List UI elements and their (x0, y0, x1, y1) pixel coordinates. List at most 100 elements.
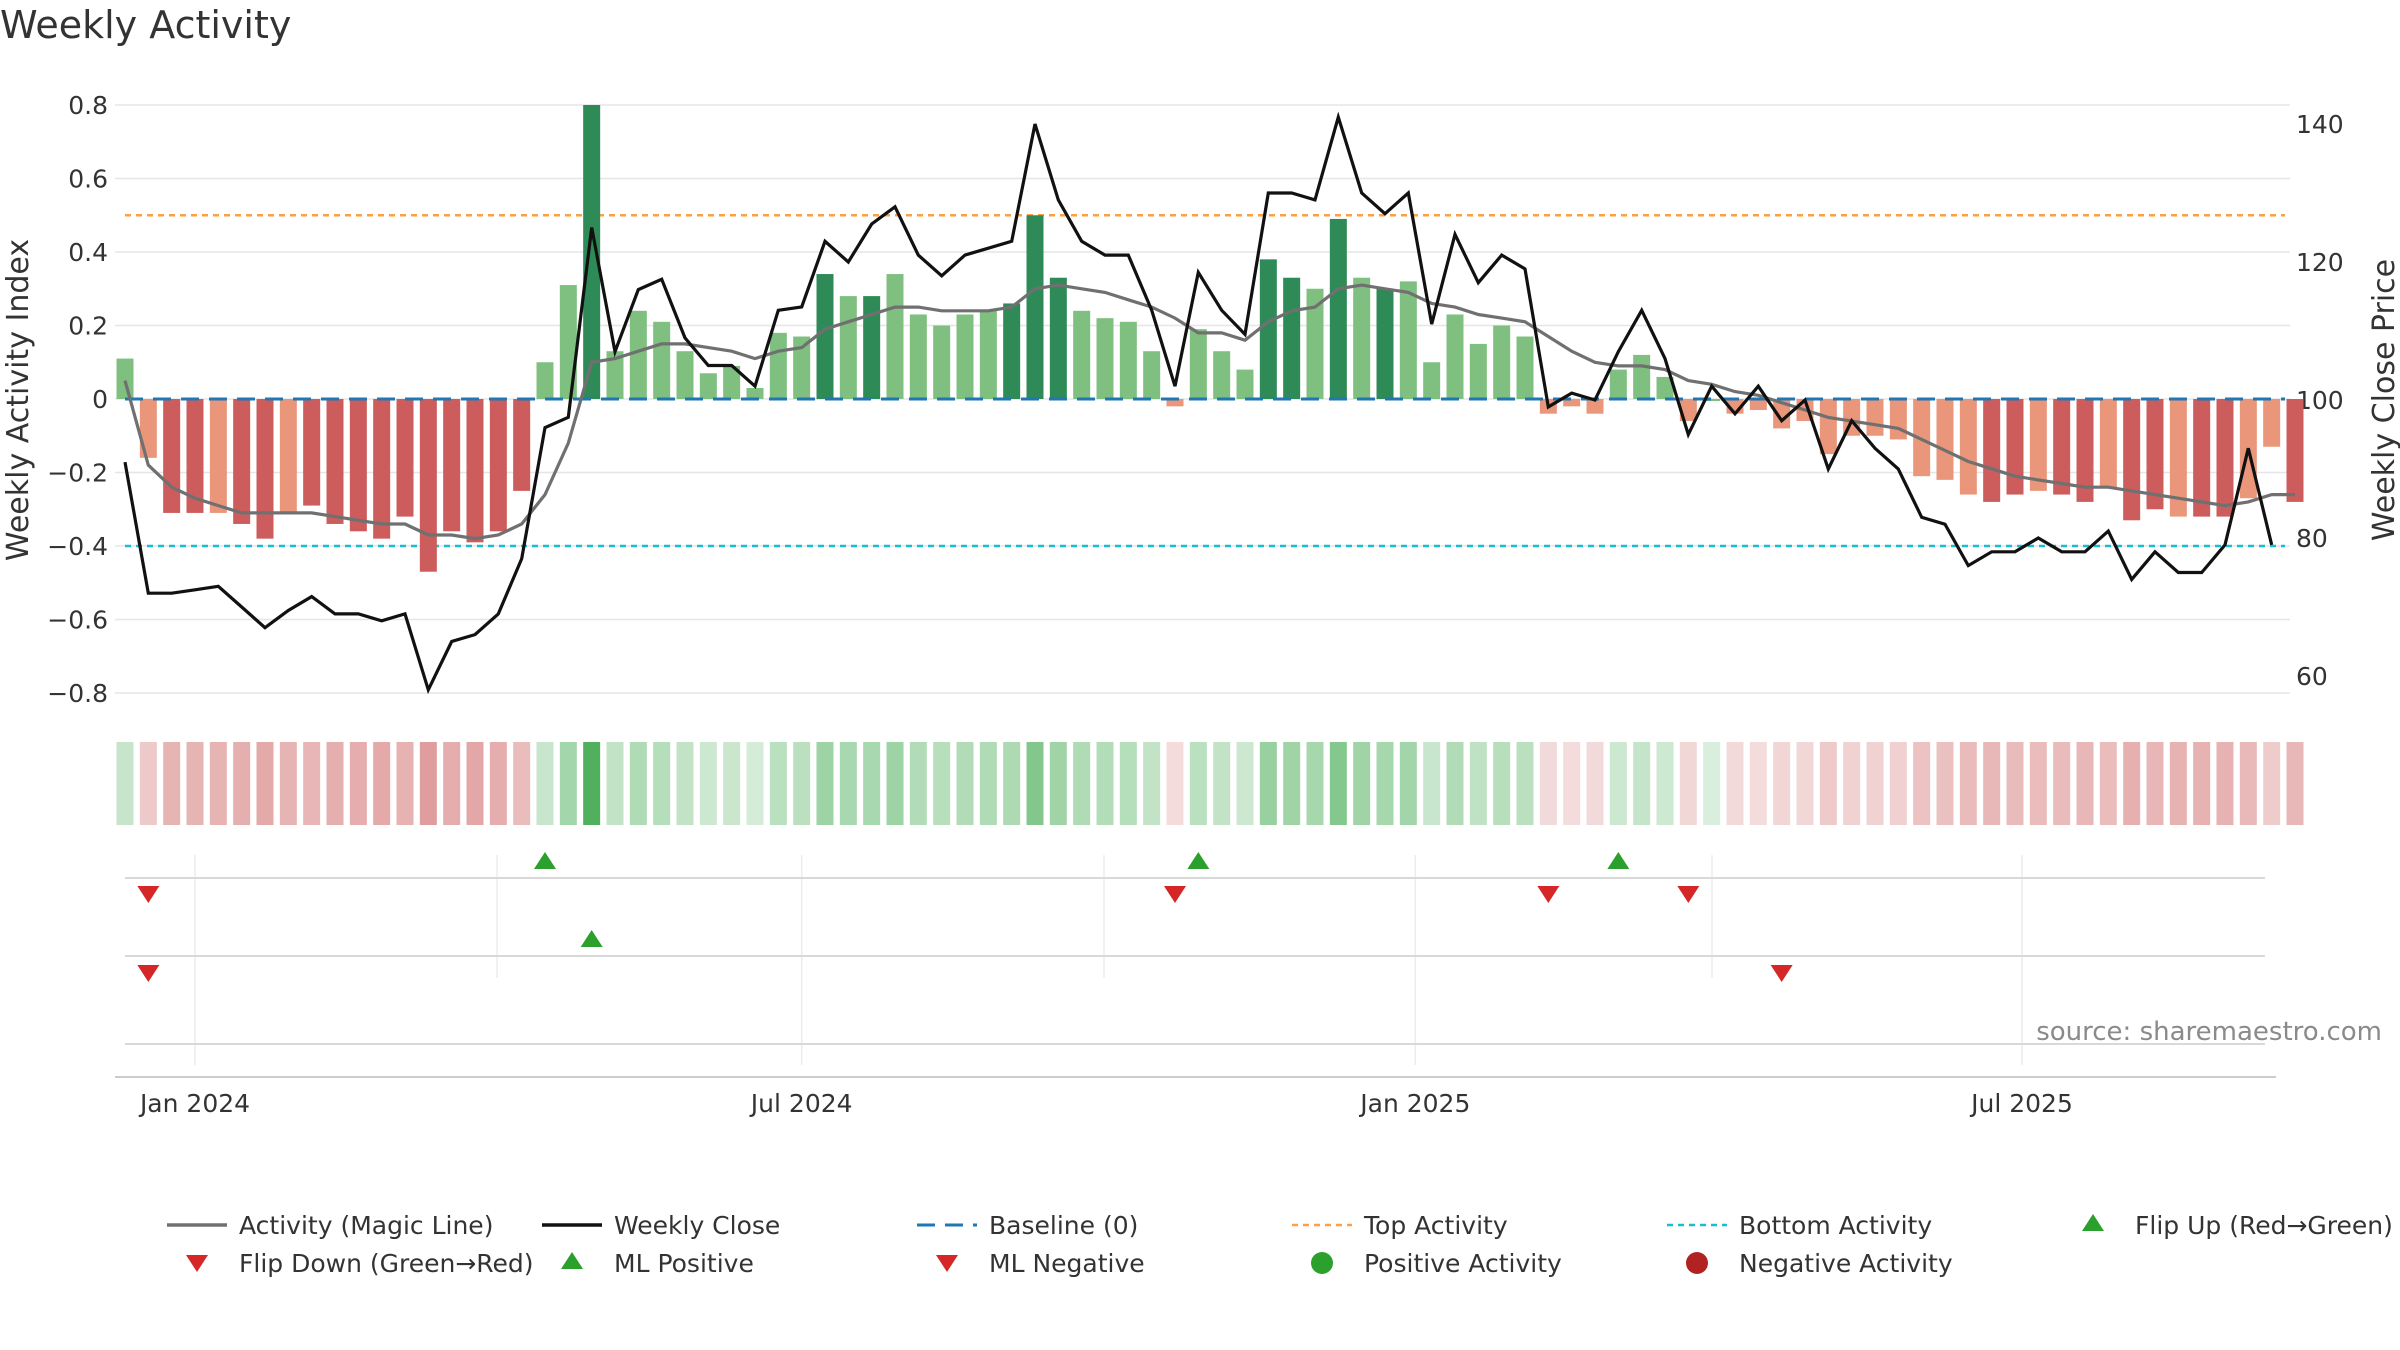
flip-down-marker (137, 886, 160, 903)
activity-bar (256, 399, 274, 539)
activity-bar (396, 399, 414, 517)
activity-bar (2006, 399, 2024, 495)
flip-up-marker (534, 852, 556, 869)
heat-cell (676, 742, 694, 825)
y-tick-label: −0.8 (47, 679, 108, 708)
legend-label: Baseline (0) (989, 1211, 1138, 1240)
legend-label: Positive Activity (1364, 1249, 1562, 1278)
heat-cell (1866, 742, 1884, 825)
activity-bar (676, 351, 694, 399)
heat-cell (1073, 742, 1091, 825)
heat-cell (956, 742, 974, 825)
activity-bar (699, 373, 717, 399)
activity-bar (1003, 303, 1021, 399)
x-tick-label: Jul 2025 (1969, 1089, 2073, 1118)
heat-cell (909, 742, 927, 825)
chart-title: Weekly Activity (0, 3, 291, 47)
heat-cell (1889, 742, 1907, 825)
heat-cell (186, 742, 204, 825)
y2-tick-label: 100 (2296, 386, 2344, 415)
legend-item: Weekly Close (542, 1211, 780, 1240)
heat-cell (816, 742, 834, 825)
activity-bar (1353, 277, 1371, 399)
heat-cell (559, 742, 577, 825)
heat-cell (933, 742, 951, 825)
y2-tick-label: 120 (2296, 248, 2344, 277)
activity-bar (326, 399, 344, 524)
activity-bar (1936, 399, 1954, 480)
heat-cell (629, 742, 647, 825)
activity-bar (629, 310, 647, 399)
y-tick-label: −0.4 (47, 532, 108, 561)
heat-cell (1819, 742, 1837, 825)
legend-item: ML Negative (936, 1249, 1145, 1278)
activity-bar (1073, 310, 1091, 399)
activity-bars (116, 105, 2304, 572)
activity-bar (1423, 362, 1441, 399)
legend-swatch (186, 1255, 208, 1272)
heat-cell (1656, 742, 1674, 825)
activity-bar (2099, 399, 2117, 488)
activity-bar (653, 321, 671, 399)
flip-down-marker (1677, 886, 1700, 903)
activity-bar (863, 296, 881, 399)
heat-cell (653, 742, 671, 825)
activity-bar (839, 296, 857, 399)
magic-line (123, 283, 2295, 541)
activity-bar (2123, 399, 2141, 521)
activity-bar (723, 365, 741, 399)
heat-cell (863, 742, 881, 825)
heat-cell (886, 742, 904, 825)
legend-label: Top Activity (1363, 1211, 1508, 1240)
heat-cell (1796, 742, 1814, 825)
legend-item: Flip Down (Green→Red) (186, 1249, 534, 1278)
heat-cell (746, 742, 764, 825)
activity-bar (1703, 399, 1721, 401)
y-tick-label: −0.2 (47, 459, 108, 488)
heat-cell (1586, 742, 1604, 825)
heat-cell (1399, 742, 1417, 825)
ml-negative-marker (1770, 965, 1793, 982)
activity-bar (1399, 281, 1417, 399)
legend-swatch (1311, 1252, 1333, 1274)
activity-bar (1493, 325, 1511, 399)
heat-cell (1679, 742, 1697, 825)
activity-heat-strip (116, 742, 2304, 825)
heat-cell (326, 742, 344, 825)
heat-cell (396, 742, 414, 825)
activity-bar (139, 399, 157, 458)
heat-cell (2263, 742, 2281, 825)
activity-bar (2076, 399, 2094, 502)
ml-negative-marker (137, 965, 160, 982)
legend-item: Bottom Activity (1667, 1211, 1932, 1240)
activity-bar (1306, 288, 1324, 399)
heat-cell (1773, 742, 1791, 825)
activity-bar (513, 399, 531, 491)
activity-bar (1563, 399, 1581, 407)
heat-cell (1959, 742, 1977, 825)
activity-bar (1049, 277, 1067, 399)
x-tick-label: Jul 2024 (749, 1089, 853, 1118)
y2-tick-label: 80 (2296, 524, 2328, 553)
activity-bar (1259, 259, 1277, 399)
heat-cell (1423, 742, 1441, 825)
heat-cell (1119, 742, 1137, 825)
heat-cell (2146, 742, 2164, 825)
heat-cell (2239, 742, 2257, 825)
heat-cell (1936, 742, 1954, 825)
activity-bar (1866, 399, 1884, 436)
heat-cell (1726, 742, 1744, 825)
activity-bar (909, 314, 927, 399)
legend-item: Negative Activity (1686, 1249, 1953, 1278)
heat-cell (979, 742, 997, 825)
activity-bar (956, 314, 974, 399)
legend-label: Weekly Close (614, 1211, 780, 1240)
activity-bar (933, 325, 951, 399)
heat-cell (1376, 742, 1394, 825)
activity-bar (443, 399, 461, 532)
heat-cell (256, 742, 274, 825)
heat-cell (1913, 742, 1931, 825)
heat-cell (2216, 742, 2234, 825)
y-axis-ticks: 0.8 0.6 0.4 0.2 0 −0.2 −0.4 −0.6 −0.8 (47, 91, 108, 708)
heat-cell (1189, 742, 1207, 825)
